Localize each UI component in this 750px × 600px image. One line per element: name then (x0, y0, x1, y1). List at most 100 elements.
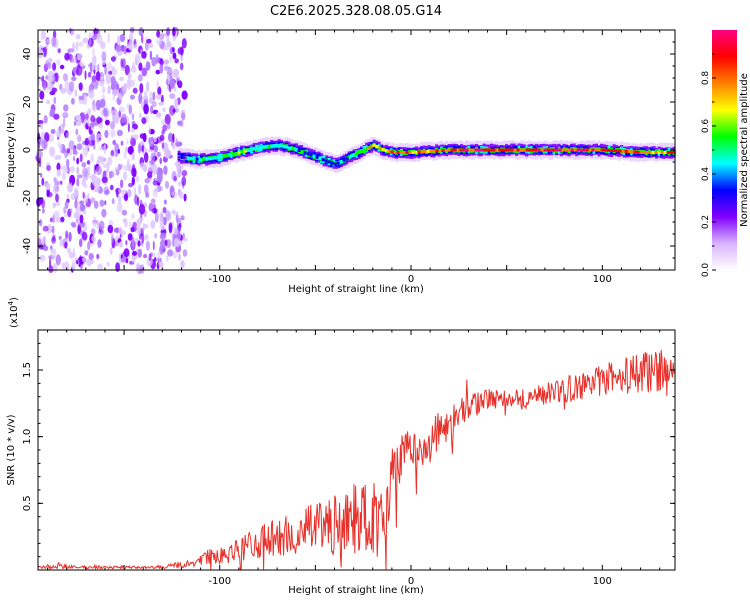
noise-blob (126, 138, 129, 145)
noise-blob (179, 62, 184, 71)
noise-blob (131, 113, 135, 121)
noise-blob (117, 149, 121, 154)
noise-blob (110, 76, 116, 85)
noise-blob (159, 58, 164, 67)
noise-blob (40, 173, 43, 178)
trace-core (192, 157, 196, 161)
noise-blob (139, 112, 142, 119)
noise-blob (53, 96, 57, 105)
noise-blob (56, 162, 61, 171)
noise-blob (177, 181, 182, 187)
noise-blob (87, 71, 92, 78)
noise-blob (63, 261, 69, 271)
noise-blob (113, 113, 120, 124)
noise-blob (50, 129, 56, 134)
noise-blob (164, 114, 171, 125)
noise-blob (156, 111, 162, 118)
noise-blob (159, 262, 164, 268)
noise-blob (66, 148, 71, 154)
noise-blob (78, 82, 83, 91)
trace-core (327, 160, 331, 164)
trace-core (333, 162, 337, 166)
noise-blob (131, 167, 137, 177)
trace-core (624, 149, 628, 153)
trace-core (291, 147, 295, 151)
noise-blob (133, 134, 139, 141)
trace-core (414, 150, 418, 154)
noise-blob (104, 119, 110, 126)
noise-blob (136, 226, 141, 236)
noise-blob (125, 240, 128, 246)
noise-blob (161, 142, 165, 149)
noise-blob (146, 81, 150, 93)
trace-core (306, 152, 310, 156)
noise-blob (41, 208, 46, 214)
noise-blob (122, 171, 128, 181)
trace-core (573, 148, 577, 152)
noise-blob (90, 115, 96, 123)
noise-blob (166, 27, 171, 36)
noise-blob (159, 64, 164, 74)
trace-core (495, 148, 499, 152)
noise-blob (52, 234, 56, 242)
trace-core (474, 148, 478, 152)
noise-blob (56, 59, 61, 66)
noise-blob (60, 87, 67, 94)
trace-core (669, 150, 673, 154)
trace-core (408, 150, 412, 154)
trace-core (216, 156, 220, 160)
noise-blob (173, 210, 179, 216)
noise-blob (146, 38, 152, 44)
noise-blob (73, 155, 75, 162)
noise-blob (73, 120, 77, 126)
trace-core (600, 148, 604, 152)
noise-blob (176, 165, 181, 174)
noise-blob (81, 162, 87, 168)
noise-blob (38, 197, 44, 205)
noise-blob (121, 189, 128, 195)
noise-blob (129, 79, 135, 88)
noise-blob (151, 100, 157, 108)
noise-blob (173, 175, 178, 182)
noise-blob (90, 133, 96, 141)
noise-blob (110, 150, 115, 156)
noise-blob (57, 141, 61, 148)
noise-blob (115, 169, 120, 176)
trace-core (330, 161, 334, 165)
noise-blob (164, 59, 169, 65)
trace-core (510, 148, 514, 152)
noise-blob (55, 193, 59, 203)
trace-core (228, 153, 232, 157)
noise-blob (179, 191, 184, 199)
noise-blob (169, 79, 176, 89)
noise-blob (50, 217, 53, 223)
noise-blob (154, 188, 159, 193)
noise-blob (106, 261, 110, 267)
trace-core (477, 148, 481, 152)
colorbar-ticks: 0.0 0.2 0.4 0.6 0.8 (701, 53, 716, 277)
trace-core (672, 150, 676, 154)
noise-blob (82, 37, 89, 44)
noise-blob (119, 241, 123, 248)
noise-blob (134, 186, 136, 197)
noise-blob (52, 62, 57, 72)
trace-core (609, 149, 613, 152)
noise-blob (45, 182, 51, 191)
trace-core (360, 149, 364, 153)
trace-core (315, 155, 319, 159)
x-tick-label: 100 (593, 576, 612, 587)
x-tick-label: 100 (593, 274, 612, 285)
snr-y-axis: 0.5 1.0 1.5 (22, 342, 675, 558)
noise-blob (124, 64, 130, 76)
noise-blob (132, 237, 135, 248)
noise-blob (178, 253, 181, 261)
y-tick-label: -20 (22, 190, 33, 206)
snr-panel: 0.5 1.0 1.5 -100 0 100 Height of straight li… (6, 297, 676, 596)
trace-core (387, 149, 391, 153)
trace-core (177, 155, 181, 159)
trace-core (426, 149, 430, 153)
trace-core (462, 148, 466, 152)
noise-blob (43, 235, 46, 246)
trace-core (402, 150, 406, 154)
noise-blob (48, 224, 53, 232)
